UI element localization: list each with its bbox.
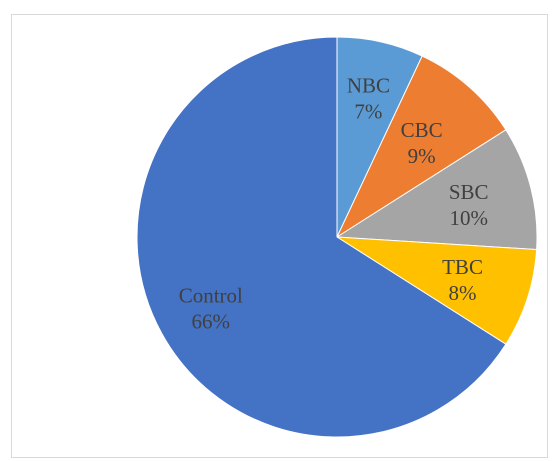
pie-label-name: Control — [179, 283, 243, 307]
pie-label-name: NBC — [347, 73, 390, 97]
pie-label-tbc: TBC 8% — [442, 255, 483, 305]
pie-label-control: Control 66% — [179, 283, 243, 333]
pie-slice-tbc — [336, 236, 538, 345]
pie-label-percent: 10% — [449, 206, 488, 230]
pie-label-name: TBC — [442, 255, 483, 279]
pie-label-nbc: NBC 7% — [347, 73, 390, 123]
pie-label-percent: 7% — [354, 99, 382, 123]
pie-label-sbc: SBC 10% — [449, 180, 489, 230]
pie-slice-control — [136, 36, 507, 438]
pie-label-percent: 9% — [408, 144, 436, 168]
pie-labels: NBC 7%CBC 9%SBC 10%TBC 8%Control 66% — [179, 73, 489, 333]
pie-slice-cbc — [335, 55, 507, 239]
pie-label-percent: 66% — [192, 309, 231, 333]
pie-slice-sbc — [335, 129, 538, 251]
pie-label-name: SBC — [449, 180, 489, 204]
pie-label-name: CBC — [401, 118, 443, 142]
pie-label-percent: 8% — [449, 281, 477, 305]
pie-slices — [136, 36, 538, 438]
pie-label-cbc: CBC 9% — [401, 118, 443, 168]
